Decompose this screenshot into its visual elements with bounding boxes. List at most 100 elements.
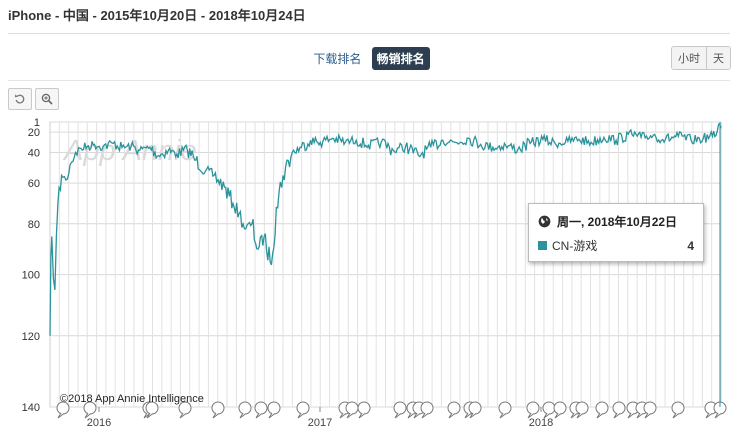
event-marker[interactable] (612, 401, 626, 419)
event-marker[interactable] (671, 401, 685, 419)
event-marker-bubble (420, 401, 434, 415)
reset-zoom-button[interactable] (8, 88, 32, 110)
event-marker[interactable] (468, 401, 482, 419)
undo-icon (14, 94, 25, 104)
event-marker[interactable] (595, 401, 609, 419)
zoom-button[interactable] (35, 88, 59, 110)
event-marker[interactable] (267, 401, 281, 419)
event-marker[interactable] (393, 401, 407, 419)
event-marker[interactable] (643, 401, 657, 419)
event-marker[interactable] (254, 401, 268, 419)
event-marker-tail (554, 412, 562, 419)
y-tick-label: 140 (22, 402, 40, 414)
event-marker-bubble (553, 401, 567, 415)
tooltip-value: 4 (687, 238, 694, 253)
event-marker[interactable] (211, 401, 225, 419)
event-marker-tail (84, 412, 92, 419)
header-divider (8, 33, 730, 34)
event-marker-tail (268, 412, 276, 419)
event-marker[interactable] (626, 401, 640, 419)
x-tick-label: 2017 (308, 417, 332, 429)
tab-downloads[interactable]: 下载排名 (313, 52, 362, 66)
event-marker-tail (57, 412, 65, 419)
event-marker-bubble (254, 401, 268, 415)
event-marker-tail (146, 412, 154, 419)
event-marker-bubble (357, 401, 371, 415)
page-title: iPhone - 中国 - 2015年10月20日 - 2018年10月24日 (8, 8, 306, 23)
event-marker[interactable] (345, 401, 359, 419)
event-marker-tail (543, 412, 551, 419)
event-marker-tail (239, 412, 247, 419)
event-marker[interactable] (238, 401, 252, 419)
event-marker-tail (469, 412, 477, 419)
granularity-toggle: 小时 天 (671, 46, 731, 70)
event-marker-tail (636, 412, 644, 419)
tooltip-series-name: CN-游戏 (552, 239, 598, 253)
tab-grossing[interactable]: 畅销排名 (371, 47, 430, 70)
event-marker-tail (407, 412, 415, 419)
event-marker-bubble (447, 401, 461, 415)
event-marker-bubble (526, 401, 540, 415)
event-marker[interactable] (296, 401, 310, 419)
toolbar-divider (8, 80, 730, 81)
event-marker-bubble (575, 401, 589, 415)
event-marker-bubble (612, 401, 626, 415)
event-marker-tail (179, 412, 187, 419)
event-marker-tail (714, 412, 722, 419)
event-marker[interactable] (420, 401, 434, 419)
event-marker-tail (527, 412, 535, 419)
event-marker[interactable] (498, 401, 512, 419)
event-marker[interactable] (56, 401, 70, 419)
event-marker-bubble (238, 401, 252, 415)
tooltip-date: 周一, 2018年10月22日 (557, 215, 678, 229)
event-marker-bubble (542, 401, 556, 415)
event-marker-tail (346, 412, 354, 419)
y-tick-label: 40 (28, 148, 40, 160)
event-marker-bubble (296, 401, 310, 415)
event-marker-tail (339, 412, 347, 419)
event-marker-tail (394, 412, 402, 419)
granularity-day-button[interactable]: 天 (706, 47, 730, 69)
globe-icon (538, 215, 551, 228)
event-marker[interactable] (553, 401, 567, 419)
event-marker-tail (499, 412, 507, 419)
event-marker[interactable] (178, 401, 192, 419)
y-tick-label: 1 (34, 117, 40, 129)
ranking-tabs: 下载排名 畅销排名 (0, 47, 738, 70)
event-marker-bubble (671, 401, 685, 415)
event-marker-tail (143, 412, 151, 419)
event-marker[interactable] (447, 401, 461, 419)
y-tick-label: 120 (22, 331, 40, 343)
event-marker-tail (297, 412, 305, 419)
event-marker-tail (596, 412, 604, 419)
event-marker[interactable] (83, 401, 97, 419)
series-line-cn-games (49, 122, 722, 336)
event-marker-tail (255, 412, 263, 419)
event-marker-tail (448, 412, 456, 419)
event-marker[interactable] (704, 401, 718, 419)
copyright-text: ©2018 App Annie Intelligence (60, 393, 204, 405)
event-marker-tail (464, 412, 472, 419)
event-marker-tail (644, 412, 652, 419)
event-marker-tail (705, 412, 713, 419)
chart-toolbar (8, 88, 59, 110)
series-swatch (538, 241, 547, 250)
event-marker[interactable] (542, 401, 556, 419)
y-tick-label: 60 (28, 178, 40, 190)
rank-chart[interactable]: 120 40 60 80 100 120 140 App Annie 2016 2017 201… (0, 112, 738, 435)
zoom-in-icon (41, 93, 53, 105)
x-tick-label: 2018 (529, 417, 553, 429)
event-marker-bubble (267, 401, 281, 415)
event-marker[interactable] (357, 401, 371, 419)
event-marker-bubble (643, 401, 657, 415)
granularity-hour-button[interactable]: 小时 (672, 47, 706, 69)
event-marker-tail (570, 412, 578, 419)
event-marker-tail (212, 412, 220, 419)
x-tick-label: 2016 (87, 417, 111, 429)
event-marker-tail (358, 412, 366, 419)
event-marker[interactable] (145, 401, 159, 419)
event-marker[interactable] (575, 401, 589, 419)
y-tick-label: 80 (28, 219, 40, 231)
chart-watermark: App Annie (62, 135, 197, 167)
event-marker[interactable] (526, 401, 540, 419)
